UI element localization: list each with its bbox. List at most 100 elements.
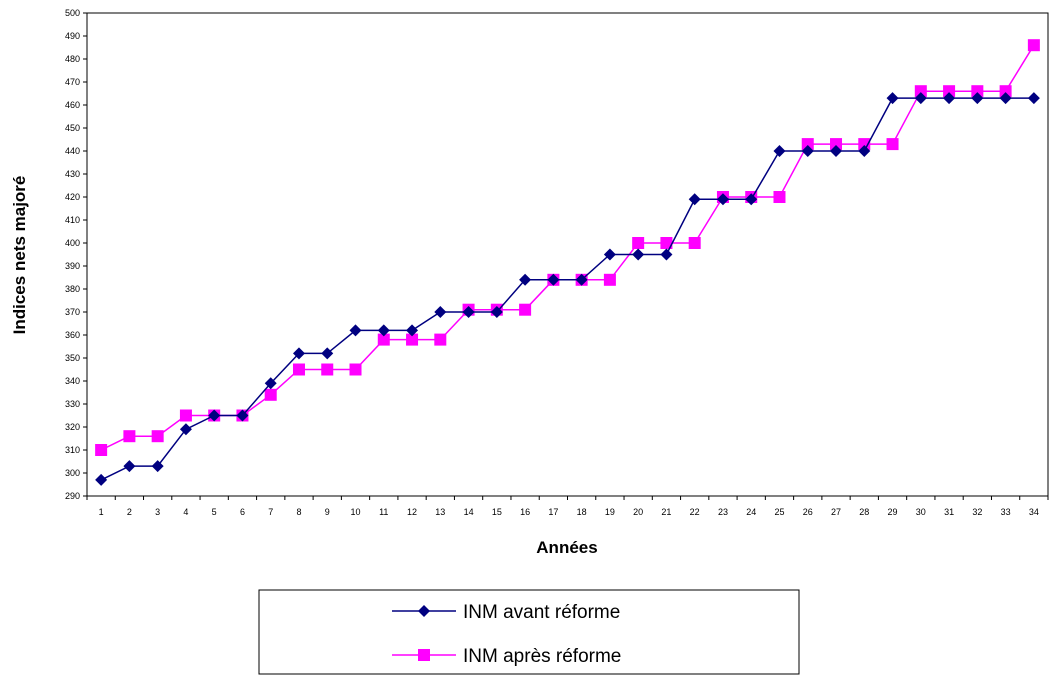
data-point	[830, 138, 843, 151]
data-point	[773, 191, 786, 203]
x-tick-label: 8	[296, 507, 301, 517]
x-tick-label: 23	[718, 507, 728, 517]
y-tick-label: 300	[65, 468, 80, 478]
data-point	[660, 237, 673, 249]
y-tick-label: 370	[65, 307, 80, 317]
y-tick-label: 470	[65, 77, 80, 87]
x-tick-label: 13	[435, 507, 445, 517]
x-tick-label: 10	[351, 507, 361, 517]
data-point	[971, 85, 984, 98]
data-point	[943, 85, 956, 98]
x-tick-label: 24	[746, 507, 756, 517]
data-point	[179, 423, 192, 436]
data-point	[745, 193, 758, 206]
data-point	[349, 363, 362, 376]
data-point	[95, 473, 108, 486]
y-axis-title: Indices nets majoré	[10, 176, 29, 335]
x-tick-label: 2	[127, 507, 132, 517]
x-tick-label: 32	[972, 507, 982, 517]
x-axis: 1 2 3 4 5 6 7 8 9 10 11 12 13 14 15 16 17 18 19 20 21 22 23 24 2…	[86, 496, 1049, 517]
data-point	[688, 193, 701, 206]
x-tick-label: 4	[183, 507, 188, 517]
data-point	[321, 363, 334, 376]
x-tick-label: 20	[633, 507, 643, 517]
data-point	[349, 324, 362, 337]
data-point	[264, 388, 277, 401]
legend-marker	[418, 649, 430, 661]
data-point	[179, 409, 192, 422]
x-tick-label: 18	[577, 507, 587, 517]
data-point	[490, 306, 503, 318]
data-point	[377, 333, 390, 346]
data-point	[971, 92, 984, 105]
data-point	[547, 273, 560, 286]
data-point	[886, 92, 899, 105]
y-tick-label: 460	[65, 100, 80, 110]
y-axis: 290 300 310 320 330 340 350 360 370 380 390 400 410 4…	[65, 8, 87, 501]
data-point	[632, 248, 645, 261]
data-point	[999, 85, 1012, 98]
legend-label: INM après réforme	[463, 646, 621, 667]
data-point	[943, 92, 956, 105]
data-point	[688, 237, 701, 249]
x-axis-title: Années	[536, 538, 597, 557]
data-point	[208, 409, 221, 422]
data-point	[519, 303, 532, 316]
x-tick-label: 30	[916, 507, 926, 517]
x-tick-label: 29	[888, 507, 898, 517]
data-point	[603, 248, 616, 261]
data-point	[660, 248, 673, 261]
legend-marker	[418, 605, 430, 617]
x-tick-label: 6	[240, 507, 245, 517]
data-point	[858, 145, 871, 157]
x-tick-label: 11	[379, 507, 388, 517]
y-tick-label: 500	[65, 8, 80, 18]
data-point	[377, 324, 390, 337]
data-point	[999, 92, 1012, 105]
x-tick-label: 27	[831, 507, 841, 517]
data-point	[1027, 39, 1040, 52]
data-point	[830, 145, 843, 157]
x-tick-label: 1	[99, 507, 104, 517]
data-point	[95, 444, 108, 456]
x-tick-label: 21	[661, 507, 671, 517]
y-tick-label: 430	[65, 169, 80, 179]
data-point	[1027, 92, 1040, 105]
data-point	[434, 306, 447, 318]
x-tick-label: 12	[407, 507, 417, 517]
x-tick-label: 14	[464, 507, 474, 517]
data-point	[434, 333, 447, 346]
x-tick-label: 16	[520, 507, 530, 517]
data-point	[406, 333, 419, 346]
x-tick-label: 3	[155, 507, 160, 517]
data-point	[151, 460, 164, 473]
y-tick-label: 480	[65, 54, 80, 64]
data-point	[123, 430, 136, 443]
y-tick-label: 400	[65, 238, 80, 248]
data-point	[886, 138, 899, 151]
x-tick-label: 19	[605, 507, 615, 517]
data-point	[264, 377, 277, 390]
series-avant-reforme	[95, 92, 1040, 486]
data-point	[632, 237, 645, 249]
x-tick-label: 7	[268, 507, 273, 517]
y-tick-label: 380	[65, 284, 80, 294]
data-point	[123, 460, 136, 473]
y-tick-label: 350	[65, 353, 80, 363]
x-tick-label: 22	[690, 507, 700, 517]
x-tick-label: 15	[492, 507, 502, 517]
x-tick-label: 25	[774, 507, 784, 517]
data-point	[292, 363, 305, 376]
data-point	[914, 92, 927, 105]
plot-area	[86, 12, 1049, 497]
series-line	[100, 97, 1034, 481]
y-tick-label: 340	[65, 376, 80, 386]
x-tick-label: 5	[212, 507, 217, 517]
y-tick-label: 290	[65, 491, 80, 501]
y-tick-label: 310	[65, 445, 80, 455]
x-tick-label: 9	[325, 507, 330, 517]
y-tick-label: 330	[65, 399, 80, 409]
series-layer	[95, 39, 1040, 486]
x-tick-label: 34	[1029, 507, 1039, 517]
data-point	[716, 193, 729, 206]
